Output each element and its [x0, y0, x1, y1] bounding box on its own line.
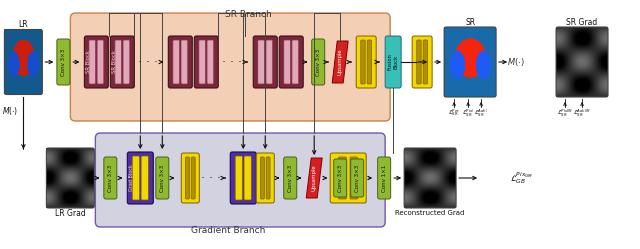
FancyBboxPatch shape	[89, 40, 95, 84]
Text: Reconstructed Grad: Reconstructed Grad	[396, 210, 465, 216]
FancyBboxPatch shape	[423, 40, 428, 84]
FancyBboxPatch shape	[110, 36, 134, 88]
FancyBboxPatch shape	[260, 157, 264, 199]
Text: $M(\cdot)$: $M(\cdot)$	[508, 56, 525, 68]
FancyBboxPatch shape	[207, 40, 214, 84]
FancyBboxPatch shape	[417, 40, 421, 84]
FancyBboxPatch shape	[235, 156, 243, 200]
FancyBboxPatch shape	[132, 156, 140, 200]
FancyBboxPatch shape	[173, 40, 180, 84]
FancyBboxPatch shape	[57, 39, 70, 85]
Text: Grad Block: Grad Block	[129, 165, 134, 191]
FancyBboxPatch shape	[378, 157, 390, 199]
Text: Gradient Branch: Gradient Branch	[191, 226, 266, 235]
Text: $\mathcal{L}_{SR}^{Per}$: $\mathcal{L}_{SR}^{Per}$	[448, 108, 460, 119]
FancyBboxPatch shape	[195, 36, 218, 88]
FancyBboxPatch shape	[70, 13, 390, 121]
Text: Upsample: Upsample	[338, 49, 342, 75]
FancyBboxPatch shape	[97, 40, 104, 84]
FancyBboxPatch shape	[333, 159, 347, 197]
FancyBboxPatch shape	[141, 156, 148, 200]
Text: Conv 3×3: Conv 3×3	[355, 164, 360, 192]
FancyBboxPatch shape	[266, 40, 273, 84]
FancyBboxPatch shape	[95, 133, 385, 227]
Text: · · ·: · · ·	[138, 56, 158, 68]
Text: SR Grad: SR Grad	[566, 17, 598, 26]
FancyBboxPatch shape	[412, 36, 432, 88]
Text: Conv 3×3: Conv 3×3	[61, 48, 66, 76]
Text: · · ·: · · ·	[222, 56, 243, 68]
Text: Conv 3×3: Conv 3×3	[288, 164, 292, 192]
FancyBboxPatch shape	[186, 157, 189, 199]
FancyBboxPatch shape	[339, 157, 346, 199]
Text: Conv 1×1: Conv 1×1	[381, 164, 387, 192]
FancyBboxPatch shape	[156, 157, 169, 199]
FancyBboxPatch shape	[230, 152, 256, 204]
FancyBboxPatch shape	[266, 157, 270, 199]
Polygon shape	[306, 158, 322, 198]
FancyBboxPatch shape	[191, 157, 195, 199]
FancyBboxPatch shape	[367, 40, 372, 84]
FancyBboxPatch shape	[385, 36, 401, 88]
FancyBboxPatch shape	[279, 36, 303, 88]
FancyBboxPatch shape	[168, 36, 192, 88]
Text: Conv 3×3: Conv 3×3	[160, 164, 165, 192]
Polygon shape	[332, 41, 348, 83]
Text: $\mathcal{L}_{SR}^{Adv_I}$: $\mathcal{L}_{SR}^{Adv_I}$	[474, 107, 488, 119]
FancyBboxPatch shape	[104, 157, 117, 199]
FancyBboxPatch shape	[258, 40, 264, 84]
FancyBboxPatch shape	[284, 157, 297, 199]
Text: SR Branch: SR Branch	[225, 10, 271, 19]
FancyBboxPatch shape	[312, 39, 324, 85]
FancyBboxPatch shape	[244, 156, 252, 200]
FancyBboxPatch shape	[330, 153, 366, 203]
FancyBboxPatch shape	[181, 153, 199, 203]
FancyBboxPatch shape	[361, 40, 365, 84]
FancyBboxPatch shape	[199, 40, 205, 84]
Text: $\mathcal{L}_{GB}^{Pix_{GM}}$: $\mathcal{L}_{GB}^{Pix_{GM}}$	[510, 170, 533, 186]
FancyBboxPatch shape	[127, 152, 154, 204]
Text: LR: LR	[19, 20, 28, 29]
Text: $\mathcal{L}_{SR}^{Adv_{GM}}$: $\mathcal{L}_{SR}^{Adv_{GM}}$	[573, 107, 591, 119]
Text: SR Block: SR Block	[112, 51, 117, 73]
Text: Fusion
Block: Fusion Block	[388, 54, 399, 70]
FancyBboxPatch shape	[181, 40, 188, 84]
Text: $M(\cdot)$: $M(\cdot)$	[3, 105, 19, 117]
FancyBboxPatch shape	[356, 36, 376, 88]
Text: Conv 3×3: Conv 3×3	[108, 164, 113, 192]
FancyBboxPatch shape	[256, 153, 274, 203]
Text: SR Block: SR Block	[86, 51, 91, 73]
FancyBboxPatch shape	[292, 40, 299, 84]
Text: $\mathcal{L}_{SR}^{Pix_{GM}}$: $\mathcal{L}_{SR}^{Pix_{GM}}$	[557, 107, 573, 119]
Text: Conv 3×3: Conv 3×3	[338, 164, 342, 192]
FancyBboxPatch shape	[123, 40, 130, 84]
FancyBboxPatch shape	[253, 36, 277, 88]
FancyBboxPatch shape	[351, 159, 364, 197]
Text: $\mathcal{L}_{SR}^{Pix_I}$: $\mathcal{L}_{SR}^{Pix_I}$	[462, 107, 474, 119]
Text: Upsample: Upsample	[312, 165, 317, 191]
Text: SR: SR	[465, 17, 475, 26]
Text: · · ·: · · ·	[201, 172, 221, 185]
Text: LR Grad: LR Grad	[55, 208, 86, 217]
FancyBboxPatch shape	[84, 36, 108, 88]
FancyBboxPatch shape	[115, 40, 122, 84]
Text: Conv 3×3: Conv 3×3	[316, 48, 321, 76]
FancyBboxPatch shape	[284, 40, 291, 84]
FancyBboxPatch shape	[350, 157, 358, 199]
